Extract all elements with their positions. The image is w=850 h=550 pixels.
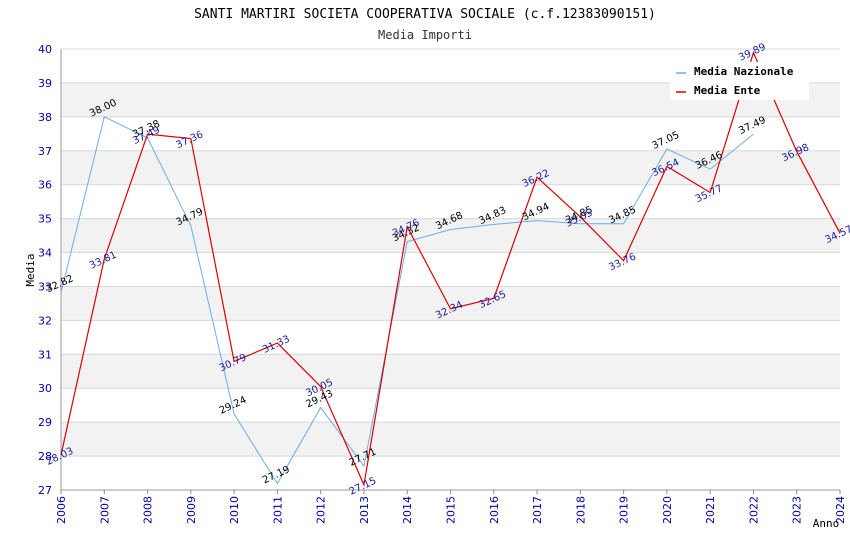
legend: Media Nazionale Media Ente — [670, 62, 809, 100]
y-tick-31: 31 — [38, 348, 52, 361]
x-tick-2012: 2012 — [315, 496, 328, 524]
y-tick-27: 27 — [38, 484, 52, 497]
series-line-nazionale — [60, 116, 754, 485]
band-32 — [61, 286, 840, 321]
y-tick-38: 38 — [38, 111, 52, 124]
x-tick-2017: 2017 — [531, 496, 544, 524]
chart-title: SANTI MARTIRI SOCIETA COOPERATIVA SOCIAL… — [194, 7, 656, 22]
band-30 — [61, 354, 840, 389]
x-tick-2007: 2007 — [98, 496, 111, 524]
series-line-ente — [60, 51, 841, 487]
y-tick-35: 35 — [38, 213, 52, 226]
x-tick-2014: 2014 — [401, 496, 414, 524]
x-tick-2018: 2018 — [574, 496, 587, 524]
data-label-nazionale-2010: 29.24 — [218, 395, 249, 417]
y-tick-28: 28 — [38, 450, 52, 463]
x-tick-2008: 2008 — [142, 496, 155, 524]
x-tick-2013: 2013 — [358, 496, 371, 524]
band-28 — [61, 422, 840, 457]
legend-label-ente: Media Ente — [694, 84, 761, 97]
y-axis-label: Media — [24, 253, 37, 286]
y-tick-labels: 27 28 29 30 31 32 33 34 35 36 37 38 39 40 — [38, 43, 52, 497]
y-tick-39: 39 — [38, 77, 52, 90]
data-label-ente-2013: 27.15 — [348, 476, 379, 498]
data-label-nazionale-2020: 37.05 — [651, 130, 682, 152]
series-lines — [60, 51, 841, 487]
band-34 — [61, 218, 840, 253]
y-tick-32: 32 — [38, 314, 52, 327]
y-tick-34: 34 — [38, 247, 52, 260]
x-tick-2016: 2016 — [488, 496, 501, 524]
y-tick-33: 33 — [38, 280, 52, 293]
y-tick-37: 37 — [38, 145, 52, 158]
data-label-ente-2021: 35.77 — [694, 183, 725, 205]
x-tick-labels: 2006 2007 2008 2009 2010 2011 2012 2013 2014 2015… — [55, 496, 847, 524]
data-label-ente-2019: 33.76 — [607, 251, 638, 273]
y-tick-36: 36 — [38, 179, 52, 192]
legend-label-nazionale: Media Nazionale — [694, 65, 794, 78]
legend-background — [670, 62, 809, 100]
y-tick-29: 29 — [38, 416, 52, 429]
axes — [60, 49, 841, 494]
y-tick-40: 40 — [38, 43, 52, 56]
data-label-ente-2009: 37.36 — [174, 129, 205, 151]
chart-subtitle: Media Importi — [378, 28, 472, 42]
y-tick-30: 30 — [38, 382, 52, 395]
x-tick-2020: 2020 — [661, 496, 674, 524]
x-tick-2010: 2010 — [228, 496, 241, 524]
x-tick-2011: 2011 — [271, 496, 284, 524]
data-label-ente-2022: 39.89 — [737, 42, 768, 64]
x-tick-2006: 2006 — [55, 496, 68, 524]
x-tick-2021: 2021 — [704, 496, 717, 524]
data-label-nazionale-2022: 37.49 — [737, 115, 768, 137]
x-tick-2023: 2023 — [791, 496, 804, 524]
data-label-nazionale-2011: 27.19 — [261, 464, 292, 486]
x-tick-2024: 2024 — [834, 496, 847, 524]
x-axis-label: Anno — [813, 517, 840, 530]
x-tick-2022: 2022 — [747, 496, 760, 524]
band-36 — [61, 150, 840, 185]
data-label-ente-2006: 28.03 — [45, 446, 76, 468]
x-tick-2019: 2019 — [618, 496, 631, 524]
x-tick-2015: 2015 — [445, 496, 458, 524]
x-tick-2009: 2009 — [185, 496, 198, 524]
